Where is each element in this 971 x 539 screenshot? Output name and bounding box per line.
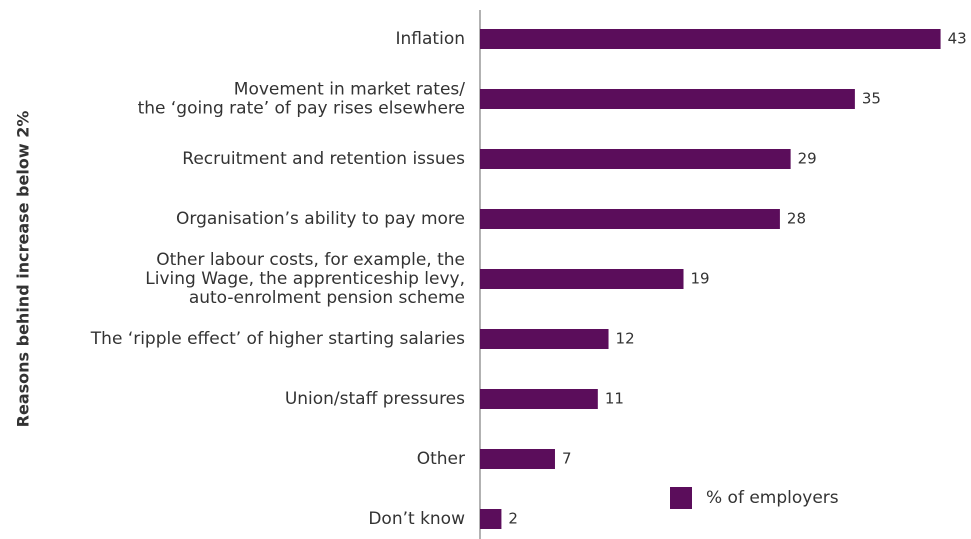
category-label: Union/staff pressures <box>285 389 465 409</box>
value-label: 19 <box>691 270 710 288</box>
bar <box>480 269 684 289</box>
bar <box>480 149 791 169</box>
bar <box>480 329 609 349</box>
category-label: Organisation’s ability to pay more <box>176 209 465 229</box>
legend-label: % of employers <box>706 488 839 508</box>
value-label: 12 <box>616 330 635 348</box>
category-label: Recruitment and retention issues <box>182 149 465 169</box>
legend-swatch <box>670 487 692 509</box>
bar <box>480 449 555 469</box>
value-label: 28 <box>787 210 806 228</box>
value-label: 11 <box>605 390 624 408</box>
category-label: Inflation <box>396 29 465 49</box>
bar <box>480 89 855 109</box>
bar <box>480 389 598 409</box>
value-label: 29 <box>798 150 817 168</box>
y-axis-label: Reasons behind increase below 2% <box>14 111 33 428</box>
value-label: 35 <box>862 90 881 108</box>
value-label: 43 <box>948 30 967 48</box>
category-label: Movement in market rates/the ‘going rate… <box>138 80 466 119</box>
value-label: 7 <box>562 450 572 468</box>
category-label: The ‘ripple effect’ of higher starting s… <box>90 329 465 349</box>
category-label: Other labour costs, for example, the Livi… <box>145 250 465 308</box>
bar <box>480 509 502 529</box>
category-label: Other <box>417 449 465 469</box>
category-label: Don’t know <box>368 509 465 529</box>
value-label: 2 <box>508 510 518 528</box>
bar <box>480 29 941 49</box>
bar <box>480 209 780 229</box>
